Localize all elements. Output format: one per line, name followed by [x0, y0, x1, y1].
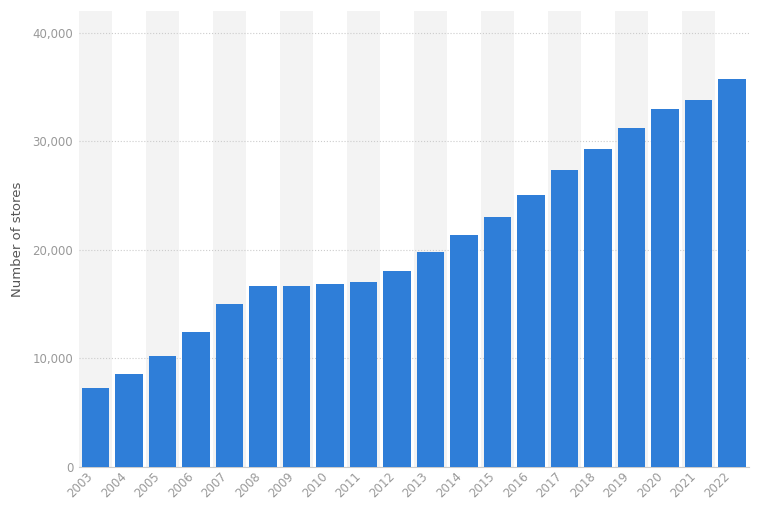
Bar — [350, 282, 377, 467]
Bar — [216, 304, 243, 467]
Bar — [618, 128, 645, 467]
Bar — [347, 11, 380, 467]
Bar — [213, 11, 246, 467]
Bar — [481, 11, 515, 467]
Bar — [112, 11, 146, 467]
Bar — [615, 11, 648, 467]
Bar — [548, 11, 581, 467]
Bar — [715, 11, 749, 467]
Bar — [551, 170, 578, 467]
Bar — [283, 286, 310, 467]
Bar — [146, 11, 179, 467]
Bar — [280, 11, 313, 467]
Bar — [179, 11, 213, 467]
Bar — [383, 271, 411, 467]
Bar — [515, 11, 548, 467]
Bar — [249, 286, 277, 467]
Bar — [79, 11, 112, 467]
Bar — [448, 11, 481, 467]
Bar — [648, 11, 682, 467]
Bar — [581, 11, 615, 467]
Bar — [380, 11, 413, 467]
Bar — [82, 388, 109, 467]
Bar — [518, 195, 545, 467]
Bar — [149, 356, 176, 467]
Bar — [685, 100, 712, 467]
Bar — [584, 149, 612, 467]
Bar — [416, 252, 445, 467]
Bar — [718, 79, 746, 467]
Bar — [651, 109, 679, 467]
Bar — [246, 11, 280, 467]
Bar — [316, 284, 344, 467]
Bar — [313, 11, 347, 467]
Bar — [682, 11, 715, 467]
Bar — [413, 11, 448, 467]
Bar — [116, 374, 143, 467]
Bar — [182, 332, 210, 467]
Bar — [484, 217, 511, 467]
Y-axis label: Number of stores: Number of stores — [11, 181, 24, 297]
Bar — [451, 235, 478, 467]
